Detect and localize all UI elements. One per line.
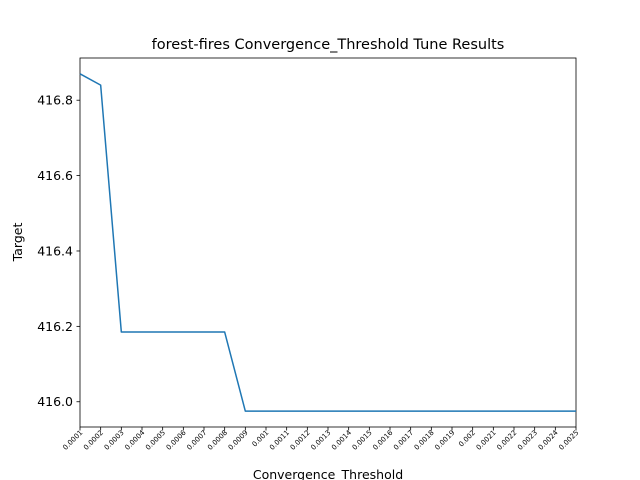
x-tick-label: 0.0006 <box>165 428 188 451</box>
x-tick-label: 0.0014 <box>330 428 353 451</box>
x-tick-label: 0.0015 <box>351 429 374 452</box>
y-tick-label: 416.8 <box>37 93 73 108</box>
y-axis: 416.0 416.2 416.4 416.6 416.8 <box>37 93 80 409</box>
x-tick-label: 0.0008 <box>206 429 229 452</box>
x-tick-label: 0.0001 <box>61 429 84 452</box>
x-tick-label: 0.0017 <box>392 429 415 452</box>
x-tick-label: 0.0018 <box>413 429 436 452</box>
x-axis: 0.00010.00020.00030.00040.00050.00060.00… <box>61 427 580 452</box>
x-tick-label: 0.0023 <box>516 429 539 452</box>
x-tick-label: 0.0013 <box>309 429 332 452</box>
x-tick-label: 0.0004 <box>123 428 146 451</box>
x-tick-label: 0.0016 <box>371 428 394 451</box>
x-tick-label: 0.0021 <box>475 429 498 452</box>
x-tick-label: 0.0005 <box>144 429 167 452</box>
plot-frame <box>79 57 577 428</box>
y-tick-label: 416.0 <box>37 394 73 409</box>
series-line-0 <box>79 73 576 412</box>
x-axis-label: Convergence_Threshold <box>253 467 403 480</box>
chart-title: forest-fires Convergence_Threshold Tune … <box>152 37 505 53</box>
series-group <box>79 73 576 412</box>
x-tick-label: 0.0002 <box>82 429 105 452</box>
x-tick-label: 0.0011 <box>268 429 291 452</box>
y-tick-label: 416.6 <box>37 168 73 183</box>
x-tick-label: 0.0009 <box>227 429 250 452</box>
y-axis-label: Target <box>10 223 25 263</box>
x-tick-label: 0.0024 <box>537 428 560 451</box>
y-tick-label: 416.4 <box>37 243 73 258</box>
x-tick-label: 0.0022 <box>495 429 518 452</box>
x-tick-label: 0.0025 <box>557 429 580 452</box>
x-tick-label: 0.0012 <box>289 429 312 452</box>
x-tick-label: 0.0019 <box>433 429 456 452</box>
x-tick-label: 0.0007 <box>185 429 208 452</box>
x-tick-label: 0.0003 <box>103 429 126 452</box>
y-tick-label: 416.2 <box>37 319 73 334</box>
